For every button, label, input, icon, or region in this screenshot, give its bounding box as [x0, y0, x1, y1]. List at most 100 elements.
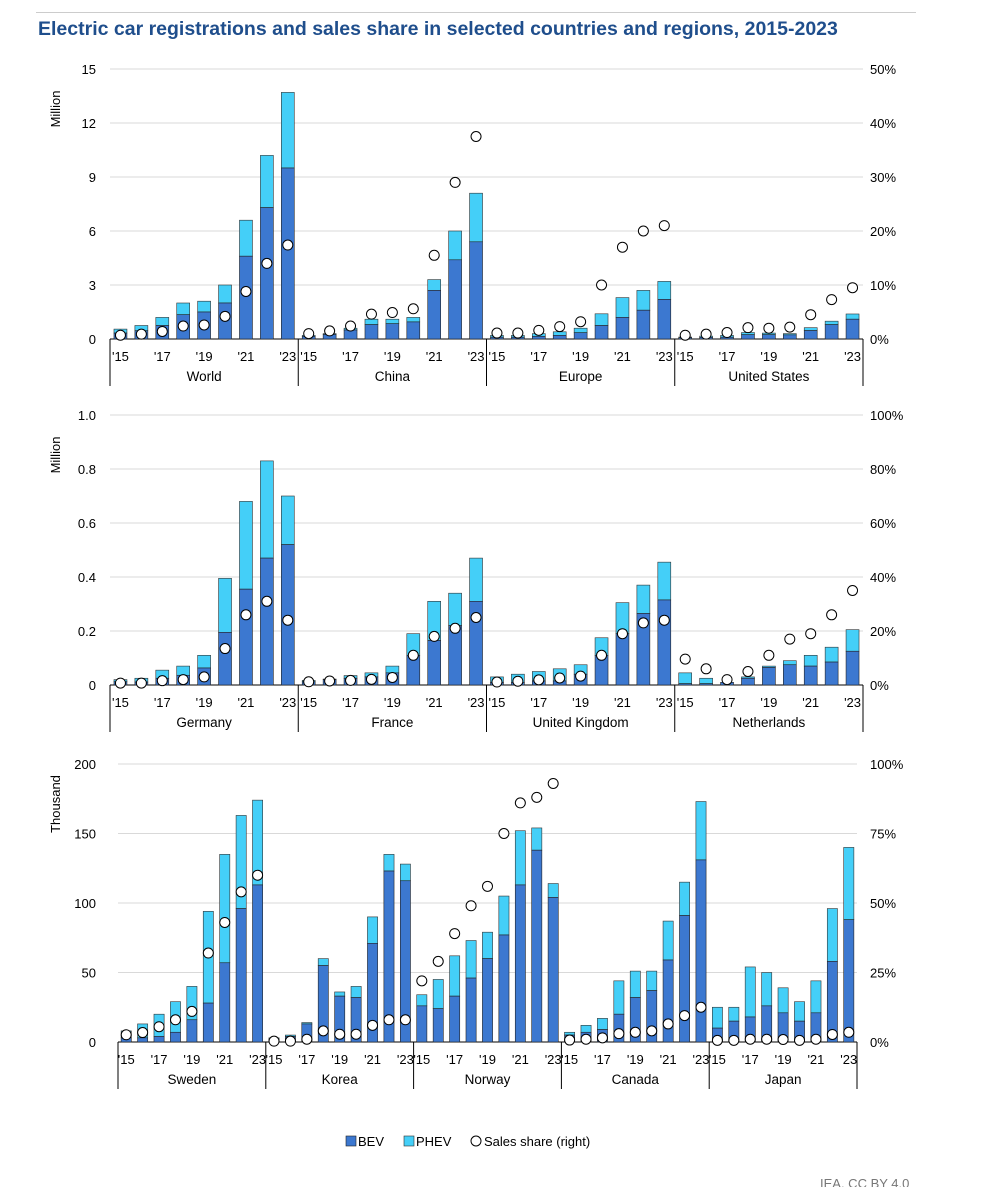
- bar-bev: [679, 915, 690, 1043]
- share-marker: [575, 670, 587, 682]
- share-marker: [575, 316, 587, 328]
- y2-tick-label: 80%: [870, 462, 896, 477]
- bar-phev: [803, 654, 818, 667]
- share-marker: [761, 1033, 773, 1045]
- bar-bev: [514, 884, 526, 1043]
- share-marker: [240, 285, 252, 297]
- share-marker: [365, 308, 377, 320]
- bar-bev: [845, 318, 860, 340]
- group-label: Japan: [765, 1072, 802, 1087]
- group-label: Germany: [176, 715, 232, 730]
- bar-bev: [317, 965, 329, 1043]
- y2-tick-label: 0%: [870, 678, 889, 693]
- y2-tick-label: 20%: [870, 624, 896, 639]
- x-tick-label: '21: [807, 1052, 824, 1067]
- y-tick-label: 3: [89, 278, 96, 293]
- bar-bev: [260, 557, 274, 686]
- x-tick-label: '21: [802, 695, 819, 710]
- share-marker: [826, 1028, 838, 1040]
- share-marker: [198, 319, 210, 331]
- y2-tick-label: 100%: [870, 408, 904, 423]
- bar-bev: [383, 870, 395, 1043]
- share-marker: [365, 673, 377, 685]
- y2-tick-label: 75%: [870, 827, 896, 842]
- bar-phev: [385, 665, 400, 674]
- bar-phev: [657, 281, 672, 300]
- share-marker: [512, 675, 524, 687]
- bar-bev: [186, 1019, 198, 1043]
- bar-phev: [219, 854, 231, 964]
- share-marker: [465, 900, 477, 912]
- share-marker: [186, 1005, 198, 1017]
- share-marker: [616, 628, 628, 640]
- share-marker: [156, 675, 168, 687]
- y-tick-label: 1.0: [78, 408, 96, 423]
- y2-tick-label: 100%: [870, 757, 904, 772]
- share-marker: [826, 294, 838, 306]
- share-marker: [728, 1034, 740, 1046]
- x-tick-label: '15: [677, 349, 694, 364]
- share-marker: [700, 663, 712, 675]
- bar-phev: [636, 290, 651, 311]
- share-marker: [282, 614, 294, 626]
- share-marker: [169, 1014, 181, 1026]
- share-marker: [613, 1028, 625, 1040]
- share-marker: [580, 1033, 592, 1045]
- share-marker: [334, 1028, 346, 1040]
- share-marker: [219, 916, 231, 928]
- bar-bev: [281, 167, 295, 340]
- share-marker: [177, 320, 189, 332]
- y-tick-label: 0: [89, 1035, 96, 1050]
- share-marker: [616, 241, 628, 253]
- share-marker: [350, 1028, 362, 1040]
- share-marker: [658, 220, 670, 232]
- share-marker: [449, 928, 461, 940]
- x-tick-label: '21: [802, 349, 819, 364]
- y-tick-label: 0.8: [78, 462, 96, 477]
- share-marker: [219, 643, 231, 655]
- bar-phev: [514, 830, 526, 886]
- share-marker: [268, 1035, 280, 1047]
- y-axis-title: Thousand: [48, 775, 63, 833]
- share-marker: [805, 628, 817, 640]
- share-marker: [784, 633, 796, 645]
- bar-phev: [679, 881, 690, 916]
- share-marker: [533, 674, 545, 686]
- bar-phev: [826, 908, 838, 962]
- x-tick-label: '17: [719, 695, 736, 710]
- bar-phev: [239, 219, 253, 257]
- bar-bev: [629, 997, 641, 1043]
- x-tick-label: '17: [298, 1052, 315, 1067]
- share-marker: [744, 1033, 756, 1045]
- group-label: World: [187, 369, 222, 384]
- y-tick-label: 50: [82, 966, 96, 981]
- bar-bev: [613, 1013, 625, 1043]
- x-tick-label: '23: [249, 1052, 266, 1067]
- share-marker: [695, 1001, 707, 1013]
- group-label: Norway: [465, 1072, 511, 1087]
- bar-phev: [218, 578, 232, 633]
- x-tick-label: '23: [656, 695, 673, 710]
- bar-phev: [629, 970, 641, 998]
- share-marker: [432, 955, 444, 967]
- share-marker: [711, 1034, 723, 1046]
- x-tick-label: '19: [196, 695, 213, 710]
- y-tick-label: 0.4: [78, 570, 96, 585]
- bar-phev: [449, 955, 461, 997]
- share-marker: [367, 1019, 379, 1031]
- y-axis-title: Million: [48, 437, 63, 474]
- bar-phev: [845, 313, 860, 320]
- x-tick-label: '23: [468, 349, 485, 364]
- share-marker: [512, 327, 524, 339]
- x-tick-label: '17: [719, 349, 736, 364]
- x-tick-label: '17: [342, 695, 359, 710]
- bar-bev: [427, 640, 441, 686]
- bar-phev: [498, 895, 510, 936]
- top-divider: [36, 12, 916, 13]
- x-tick-label: '23: [397, 1052, 414, 1067]
- share-marker: [407, 649, 419, 661]
- bar-bev: [824, 324, 839, 340]
- x-tick-label: '17: [342, 349, 359, 364]
- bar-bev: [636, 613, 651, 686]
- x-tick-label: '21: [237, 349, 254, 364]
